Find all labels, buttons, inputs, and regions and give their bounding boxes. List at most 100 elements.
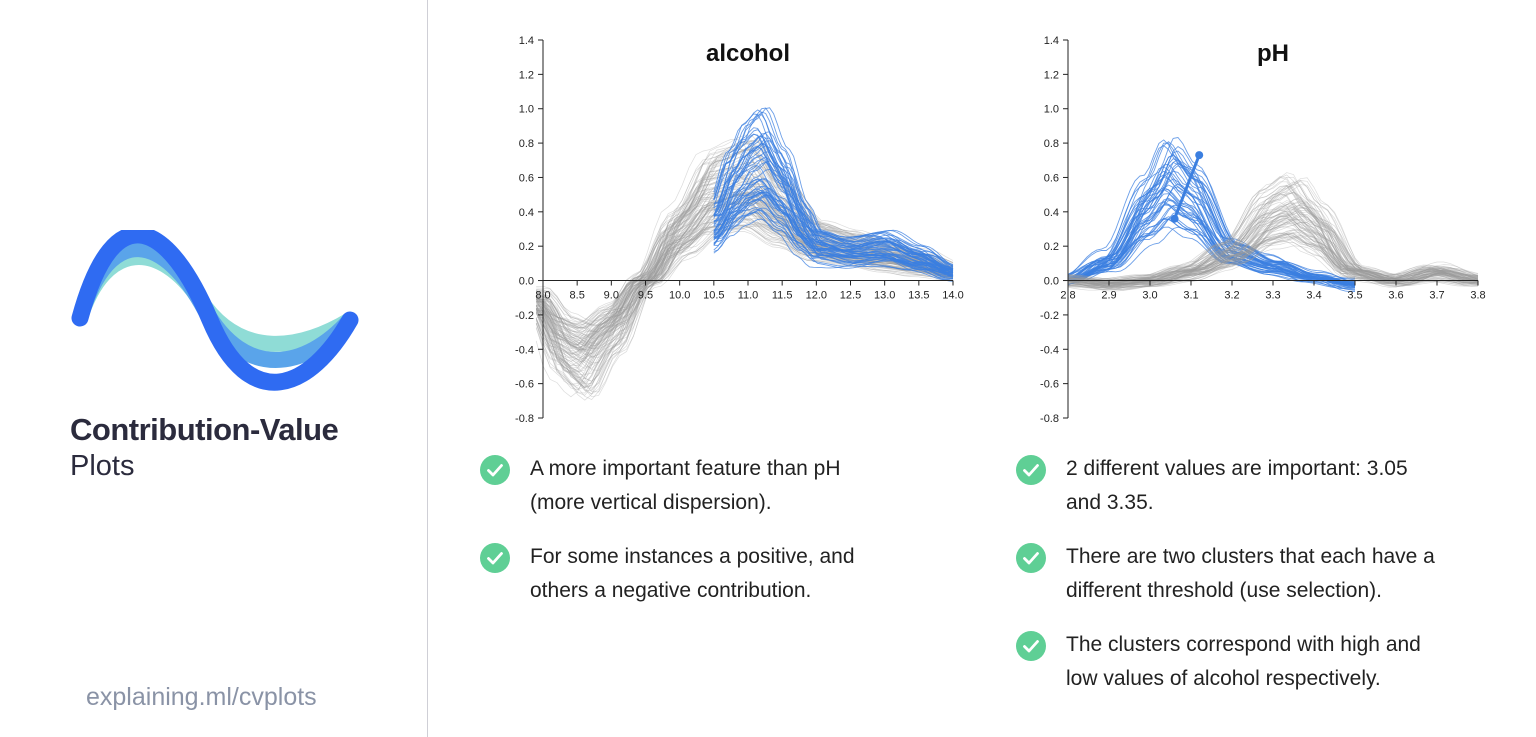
brand-title: Contribution-Value: [70, 412, 339, 447]
series-line: [1067, 204, 1479, 285]
series-line: [1067, 232, 1479, 287]
y-tick-label: -0.2: [1040, 310, 1059, 322]
series-line: [535, 231, 954, 323]
series-line: [1067, 209, 1479, 287]
series-line: [1067, 192, 1479, 286]
x-tick-label: 9.0: [604, 290, 619, 302]
series-line: [535, 218, 954, 329]
wave-logo-icon: [71, 230, 359, 391]
note-item: For some instances a positive, and other…: [480, 540, 980, 608]
check-icon: [1016, 543, 1046, 573]
y-tick-label: 0.6: [519, 172, 534, 184]
series-line: [1067, 232, 1479, 284]
series-line: [1067, 181, 1479, 288]
series-line: [1067, 180, 1479, 285]
series-line: [1067, 202, 1479, 284]
series-line: [713, 161, 954, 272]
series-line: [536, 153, 954, 385]
series-line: [1067, 231, 1479, 287]
series-line: [1067, 203, 1479, 284]
series-line: [536, 217, 954, 333]
x-tick-label: 3.4: [1306, 290, 1321, 302]
series-line: [535, 194, 954, 349]
y-tick-label: -0.2: [515, 310, 534, 322]
series-line: [1068, 198, 1479, 285]
series-line: [1067, 215, 1479, 283]
y-tick-label: -0.8: [515, 413, 534, 425]
x-tick-label: 3.7: [1429, 290, 1444, 302]
series-line: [1067, 218, 1479, 285]
series-line: [535, 217, 954, 333]
series-line: [1067, 185, 1478, 287]
note-line: and 3.35.: [1066, 491, 1154, 514]
note-item: A more important feature than pH (more v…: [480, 452, 980, 520]
sidebar: Contribution-Value Plots explaining.ml/c…: [0, 0, 427, 737]
series-line: [713, 160, 954, 269]
x-tick-label: 13.0: [874, 290, 895, 302]
series-line: [1067, 142, 1356, 293]
series-line: [1067, 222, 1479, 284]
series-line: [535, 186, 954, 361]
x-tick-label: 3.1: [1183, 290, 1198, 302]
series-line: [536, 210, 954, 338]
series-line: [1067, 222, 1479, 287]
x-tick-label: 14.0: [942, 290, 963, 302]
x-tick-label: 3.0: [1142, 290, 1157, 302]
series-line: [713, 218, 954, 273]
selection-start-point: [1170, 214, 1179, 223]
chart-title: alcohol: [706, 40, 790, 67]
series-line: [1067, 236, 1479, 287]
series-line: [1067, 212, 1479, 286]
series-line: [1067, 204, 1356, 283]
x-tick-label: 13.5: [908, 290, 929, 302]
note-line: low values of alcohol respectively.: [1066, 667, 1381, 690]
note-line: (more vertical dispersion).: [530, 491, 772, 514]
alcohol-notes: A more important feature than pH (more v…: [480, 452, 980, 628]
series-line: [1067, 241, 1479, 288]
note-line: For some instances a positive, and: [530, 545, 855, 568]
series-line: [1067, 219, 1479, 285]
series-line: [713, 188, 954, 274]
series-line: [713, 194, 954, 277]
ph-chart-svg: 1.4 1.2 1.0 0.8 0.6 0.4 0.2 0.0 -0.2 -0.4 -0.6 -0.8…: [1040, 35, 1486, 425]
series-line: [1067, 196, 1479, 287]
x-tick-label: 9.5: [638, 290, 653, 302]
y-tick-label: 1.2: [519, 69, 534, 81]
ph-notes: 2 different values are important: 3.05 a…: [1016, 452, 1526, 716]
note-item: 2 different values are important: 3.05 a…: [1016, 452, 1526, 520]
alcohol-chart: 1.4 1.2 1.0 0.8 0.6 0.4 0.2 0.0 -0.2 -0.4 -0.6 -0.8…: [475, 28, 965, 438]
series-line: [1067, 218, 1479, 286]
series-line: [1068, 215, 1479, 285]
series-line: [1068, 185, 1479, 285]
y-tick-label: 1.4: [1044, 35, 1059, 47]
x-tick-label: 8.5: [570, 290, 585, 302]
series-line: [1067, 201, 1356, 283]
y-tick-label: 0.2: [1044, 241, 1059, 253]
series-line: [1067, 233, 1479, 288]
site-url-link[interactable]: explaining.ml/cvplots: [86, 683, 317, 711]
selection-line: [1173, 154, 1201, 220]
series-line: [1067, 234, 1479, 286]
series-line: [1067, 207, 1479, 287]
y-tick-label: -0.4: [1040, 344, 1059, 356]
divider: [427, 0, 428, 737]
series-line: [1067, 205, 1479, 291]
x-tick-label: 12.5: [840, 290, 861, 302]
series-line: [1067, 245, 1479, 287]
series-line: [1067, 202, 1479, 284]
series-line: [1067, 216, 1479, 285]
series-line: [713, 178, 954, 278]
series-line: [713, 146, 954, 274]
series-line: [1067, 194, 1479, 286]
series-line: [1067, 227, 1479, 288]
series-line: [535, 161, 954, 376]
series-line: [1067, 213, 1479, 288]
series-line: [536, 222, 954, 326]
series-line: [713, 114, 953, 270]
y-tick-label: 0.4: [519, 207, 534, 219]
series-line: [1067, 172, 1479, 290]
series-line: [1067, 210, 1479, 283]
series-line: [1067, 212, 1479, 285]
series-line: [713, 109, 954, 271]
x-tick-label: 12.0: [806, 290, 827, 302]
